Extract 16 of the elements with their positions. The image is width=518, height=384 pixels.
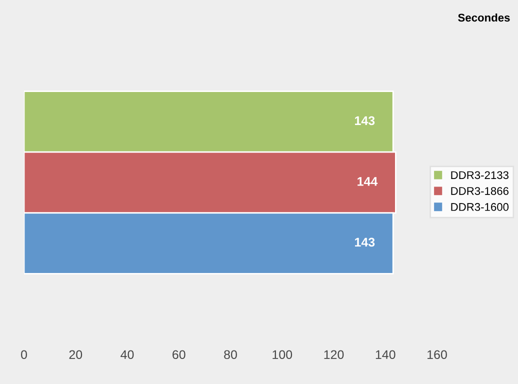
x-tick-label: 60: [172, 350, 186, 360]
x-tick-label: 140: [376, 350, 396, 360]
data-label: 143: [355, 116, 375, 126]
x-axis-title: Secondes: [458, 13, 510, 22]
legend-label: DDR3-2133: [451, 171, 508, 180]
x-tick-label: 100: [272, 350, 292, 360]
x-tick-label: 20: [69, 350, 82, 360]
x-tick-label: 80: [224, 350, 237, 360]
data-label: 144: [358, 177, 378, 186]
legend-label: DDR3-1866: [451, 187, 508, 195]
data-label: 143: [355, 238, 375, 247]
x-tick-label: 40: [120, 350, 134, 360]
legend-label: DDR3-1600: [451, 203, 509, 211]
x-tick-label: 120: [324, 350, 344, 360]
x-tick-label: 0: [21, 350, 27, 360]
x-tick-label: 160: [428, 350, 447, 360]
